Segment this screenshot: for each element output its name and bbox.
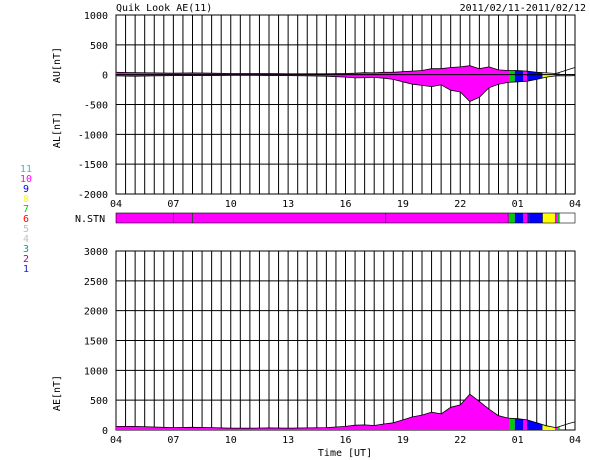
x-tick-label-top: 10 — [225, 199, 237, 210]
stn-panel — [115, 212, 576, 224]
stn-segment — [514, 213, 524, 223]
stn-segment — [527, 213, 543, 223]
y-tick-label: -2000 — [78, 190, 108, 201]
stn-segment — [509, 213, 515, 223]
al-area — [116, 74, 510, 102]
legend-label-1: 1 — [23, 264, 29, 275]
stn-segment — [523, 213, 528, 223]
ae-area — [514, 418, 524, 430]
legend-label-9: 9 — [23, 184, 29, 195]
x-tick-label-bottom: 07 — [167, 435, 179, 446]
al-area — [514, 74, 524, 82]
ae-area — [527, 419, 543, 430]
x-tick-label-bottom: 04 — [569, 435, 581, 446]
ae-axis-label: AE[nT] — [52, 375, 63, 411]
y-tick-label: 2000 — [84, 307, 108, 318]
x-tick-label-top: 16 — [339, 199, 351, 210]
y-tick-label: 1000 — [84, 11, 108, 22]
legend-label-7: 7 — [23, 204, 29, 215]
x-tick-label-top: 04 — [110, 199, 122, 210]
y-tick-label: -1500 — [78, 160, 108, 171]
legend-label-3: 3 — [23, 244, 29, 255]
x-tick-label-bottom: 04 — [110, 435, 122, 446]
stn-segment — [554, 213, 558, 223]
y-tick-label: 0 — [102, 426, 108, 437]
al-area — [509, 74, 515, 83]
au-axis-label: AU[nT] — [52, 47, 63, 83]
al-area-outline — [115, 74, 576, 102]
x-tick-label-bottom: 19 — [397, 435, 409, 446]
legend-label-2: 2 — [23, 254, 29, 265]
x-tick-label-bottom: 16 — [339, 435, 351, 446]
ae-area-outline — [116, 393, 576, 429]
x-tick-label-top: 13 — [282, 199, 294, 210]
y-tick-label: -1000 — [78, 130, 108, 141]
au-area — [523, 70, 528, 75]
au-area — [509, 70, 515, 75]
x-tick-label-top: 01 — [512, 199, 524, 210]
x-tick-label-top: 19 — [397, 199, 409, 210]
stn-label: N.STN — [75, 214, 105, 225]
x-tick-label-bottom: 10 — [225, 435, 237, 446]
y-tick-label: 500 — [90, 396, 108, 407]
legend-label-5: 5 — [23, 224, 29, 235]
y-tick-label: 0 — [102, 71, 108, 82]
au-area — [514, 70, 524, 75]
al-area — [527, 74, 543, 82]
legend-label-10: 10 — [20, 174, 32, 185]
chart-date-range: 2011/02/11-2011/02/12 — [460, 3, 586, 14]
al-area — [523, 74, 528, 82]
x-tick-label-bottom: 22 — [454, 435, 466, 446]
x-tick-label-bottom: 13 — [282, 435, 294, 446]
x-axis-label: Time [UT] — [318, 448, 372, 459]
au-area — [116, 65, 510, 75]
x-tick-label-top: 07 — [167, 199, 179, 210]
ae-area — [509, 418, 515, 430]
au-area — [527, 71, 543, 75]
stn-segment — [116, 213, 510, 223]
y-tick-label: 3000 — [84, 247, 108, 258]
legend-label-8: 8 — [23, 194, 29, 205]
y-tick-label: 500 — [90, 41, 108, 52]
x-tick-label-bottom: 01 — [512, 435, 524, 446]
al-axis-label: AL[nT] — [52, 112, 63, 148]
x-tick-label-top: 04 — [569, 199, 581, 210]
ae-area — [523, 419, 528, 430]
au-area-outline — [115, 65, 576, 75]
stn-frame — [115, 212, 576, 224]
y-tick-label: -500 — [84, 101, 108, 112]
stn-segment — [557, 213, 560, 223]
chart-title: Quik Look AE(11) — [116, 3, 212, 14]
ae-area — [557, 426, 560, 430]
stn-segment — [542, 213, 555, 223]
au-al-panel: 1000 500 0 -500 -1000 -1500 -2000 — [78, 11, 576, 201]
y-tick-label: 1000 — [84, 366, 108, 377]
ae-area — [116, 394, 510, 430]
legend-label-11: 11 — [20, 164, 32, 175]
ae-panel: 3000 2500 2000 1500 1000 500 0 — [84, 247, 576, 437]
panel-frame — [115, 14, 576, 195]
y-tick-label: 2500 — [84, 277, 108, 288]
x-tick-label-top: 22 — [454, 199, 466, 210]
y-tick-label: 1500 — [84, 337, 108, 348]
legend-label-6: 6 — [23, 214, 29, 225]
legend-label-4: 4 — [23, 234, 29, 245]
